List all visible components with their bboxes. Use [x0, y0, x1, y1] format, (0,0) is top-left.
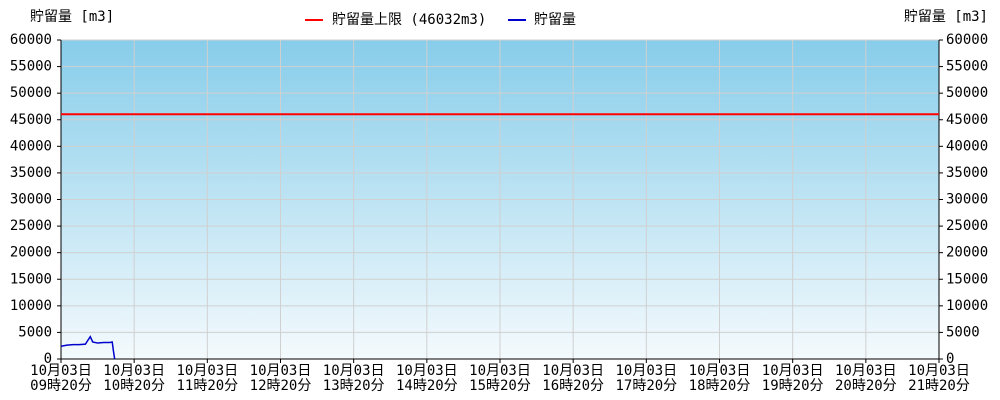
legend: 貯留量上限 (46032m3) 貯留量 — [305, 12, 576, 28]
y-tick-label: 45000 — [10, 112, 52, 128]
x-tick-label: 10月03日 — [250, 363, 312, 379]
y2-axis-title: 貯留量 [m3] — [904, 9, 988, 25]
series-line — [60, 335, 116, 360]
y-tick-label: 35000 — [10, 165, 52, 181]
x-tick-label: 10月03日 — [323, 363, 385, 379]
x-tick-label: 10時20分 — [103, 378, 165, 394]
y2-tick-label: 10000 — [946, 298, 988, 314]
y-axis-title: 貯留量 [m3] — [30, 9, 114, 25]
x-tick-label: 10月03日 — [835, 363, 897, 379]
x-tick-label: 18時20分 — [689, 378, 751, 394]
x-tick-label: 13時20分 — [323, 378, 385, 394]
y2-tick-label: 20000 — [946, 245, 988, 261]
x-tick-label: 10月03日 — [30, 363, 92, 379]
x-tick-label: 09時20分 — [30, 378, 92, 394]
x-tick-label: 10月03日 — [542, 363, 604, 379]
y2-tick-label: 0 — [946, 351, 954, 367]
y-tick-label: 20000 — [10, 245, 52, 261]
y-tick-label: 25000 — [10, 218, 52, 234]
y-tick-label: 5000 — [18, 324, 52, 340]
x-tick-label: 10月03日 — [908, 363, 970, 379]
y-tick-label: 55000 — [10, 59, 52, 75]
y2-tick-label: 5000 — [946, 324, 980, 340]
x-tick-label: 10月03日 — [689, 363, 751, 379]
y2-tick-label: 55000 — [946, 59, 988, 75]
x-tick-label: 10月03日 — [615, 363, 677, 379]
x-tick-label: 19時20分 — [762, 378, 824, 394]
x-tick-label: 12時20分 — [250, 378, 312, 394]
y2-tick-label: 30000 — [946, 192, 988, 208]
y2-tick-label: 45000 — [946, 112, 988, 128]
x-tick-label: 20時20分 — [835, 378, 897, 394]
x-tick-label: 16時20分 — [542, 378, 604, 394]
legend-label: 貯留量 — [534, 12, 576, 28]
x-tick-label: 17時20分 — [615, 378, 677, 394]
x-tick-label: 11時20分 — [176, 378, 238, 394]
x-tick-label: 10月03日 — [469, 363, 531, 379]
legend-label: 貯留量上限 (46032m3) — [332, 12, 486, 28]
y2-tick-label: 35000 — [946, 165, 988, 181]
x-tick-label: 21時20分 — [908, 378, 970, 394]
x-tick-label: 10月03日 — [176, 363, 238, 379]
x-tick-label: 10月03日 — [103, 363, 165, 379]
y-tick-label: 40000 — [10, 138, 52, 154]
y-tick-label: 0 — [44, 351, 52, 367]
y2-tick-label: 15000 — [946, 271, 988, 287]
y-tick-label: 50000 — [10, 85, 52, 101]
y2-tick-label: 50000 — [946, 85, 988, 101]
x-tick-label: 10月03日 — [396, 363, 458, 379]
x-tick-label: 10月03日 — [762, 363, 824, 379]
y-tick-label: 60000 — [10, 32, 52, 48]
x-tick-label: 14時20分 — [396, 378, 458, 394]
y2-tick-label: 25000 — [946, 218, 988, 234]
y2-tick-label: 40000 — [946, 138, 988, 154]
y-tick-label: 10000 — [10, 298, 52, 314]
x-tick-label: 15時20分 — [469, 378, 531, 394]
y-tick-label: 15000 — [10, 271, 52, 287]
y-tick-label: 30000 — [10, 192, 52, 208]
y2-tick-label: 60000 — [946, 32, 988, 48]
